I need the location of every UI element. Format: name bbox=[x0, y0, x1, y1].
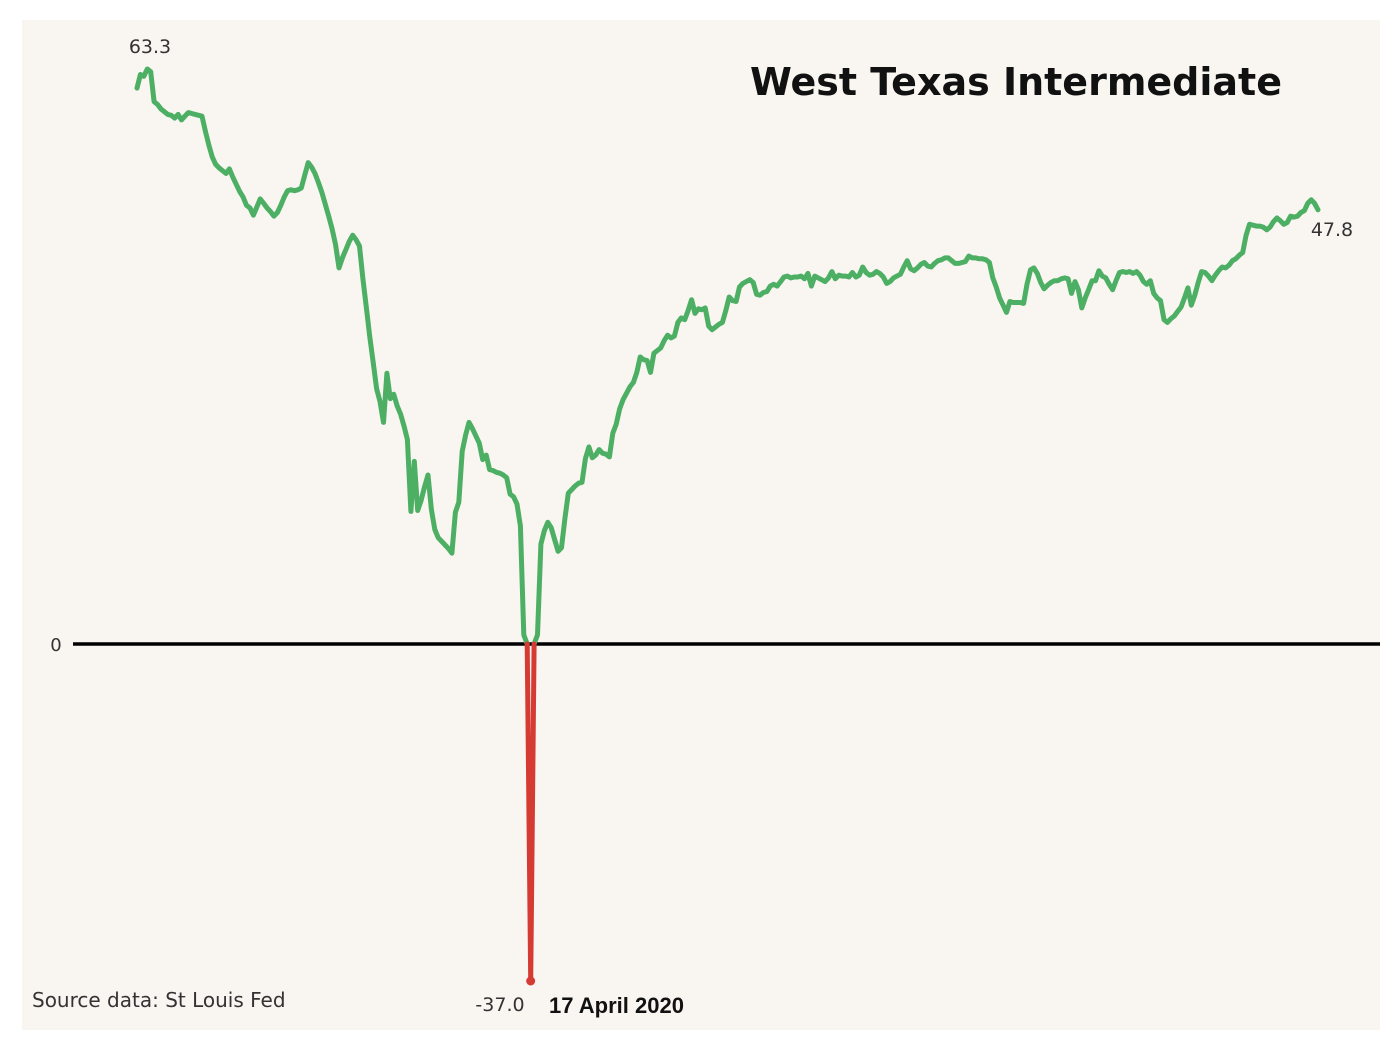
price-line-positive bbox=[134, 66, 530, 647]
chart-frame bbox=[22, 20, 1380, 1030]
min-value-label: -37.0 bbox=[475, 994, 524, 1016]
start-value-label: 63.3 bbox=[129, 36, 171, 58]
min-date-label: 17 April 2020 bbox=[549, 993, 684, 1018]
price-line-negative bbox=[524, 641, 537, 984]
min-point-marker bbox=[526, 976, 536, 986]
price-line-positive bbox=[531, 197, 1321, 647]
zero-tick-label: 0 bbox=[50, 635, 61, 656]
chart-title: West Texas Intermediate bbox=[750, 60, 1282, 104]
source-note: Source data: St Louis Fed bbox=[32, 988, 286, 1012]
series-layer bbox=[134, 66, 1321, 986]
end-value-label: 47.8 bbox=[1311, 219, 1353, 241]
